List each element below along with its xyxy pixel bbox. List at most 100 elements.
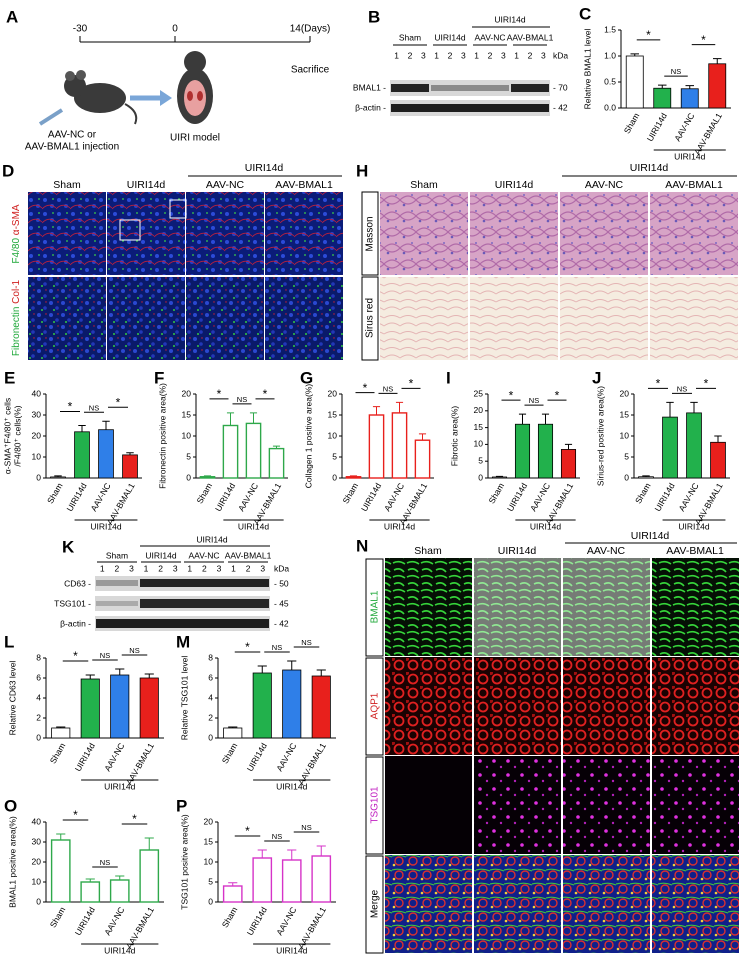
panel-letter: F [154,368,164,387]
column-label: AAV-BMAL1 [666,545,724,557]
significance-label: * [555,388,560,402]
x-tick-label: UIRI14d [652,481,676,513]
significance-label: * [116,395,121,409]
injection-label: AAV-NC or [48,130,97,141]
bar [491,476,508,479]
panel-letter: L [4,632,14,651]
y-tick-label: 5 [478,455,483,465]
micrograph [186,192,264,275]
x-tick-label: Sham [45,481,65,505]
band-size: - 50 [274,578,289,588]
column-label: UIRI14d [495,179,534,191]
lane-number: 2 [158,563,163,573]
blot-band [140,579,269,587]
super-group: UIRI14d [631,530,670,542]
path [38,108,64,126]
error-bar [714,435,722,443]
mouse-icon [38,70,138,126]
lane-number: 3 [173,563,178,573]
error-bar [144,673,154,678]
bar [98,429,114,479]
y-tick-label: 20 [182,388,192,398]
bar [345,476,362,479]
error-bar [203,475,212,477]
super-group: UIRI14d [494,14,525,24]
bar [282,669,302,739]
y-tick-label: 10 [32,451,42,461]
significance-label: * [245,824,250,838]
x-tick-label: UIRI14d [645,111,669,143]
error-bar [564,443,573,450]
group-label: UIRI14d [678,521,709,531]
lane-number: 2 [115,563,120,573]
bar [268,447,285,479]
row-label: F4/80 α-SMA [11,204,22,263]
ellipse [187,91,193,101]
y-axis-label: Relative CD63 level [7,661,17,736]
significance-label: NS [89,403,99,412]
column-label: UIRI14d [498,545,537,557]
error-bar [712,58,722,64]
significance-label: * [263,387,268,401]
band-label: CD63 - [64,578,91,588]
micrograph [385,558,472,656]
error-bar [349,475,358,477]
y-tick-label: 0 [478,472,483,482]
y-tick-label: 0 [36,472,41,482]
x-tick-label: AAV-NC [274,905,298,937]
y-tick-label: 0 [36,896,41,906]
bar [686,412,702,479]
significance-label: NS [272,832,282,841]
group-label: UIRI14d [674,151,705,161]
significance-label: NS [301,638,311,647]
timeline-label: 0 [172,24,178,35]
micrograph [186,277,264,360]
error-bar [228,882,238,886]
x-tick-label: Sham [48,905,68,929]
y-tick-label: 6 [36,672,41,682]
y-tick-label: 40 [32,816,42,826]
x-tick-label: Sham [48,741,68,765]
micrograph [28,192,106,275]
row-label-box [365,756,384,855]
blot-band [511,84,549,92]
lane-number: 1 [514,50,519,60]
micrograph [563,558,650,656]
group-label: UIRI14d [104,781,135,791]
panel-letter: O [4,796,17,815]
lane-number: 3 [129,563,134,573]
y-tick-label: 0 [208,896,213,906]
group-label: UIRI14d [384,521,415,531]
significance-label: * [363,381,368,395]
x-tick-label: Sham [194,481,214,505]
super-group: UIRI14d [196,534,227,544]
micrograph [560,192,648,275]
row-label: Masson [365,216,376,251]
significance-label: * [73,649,78,663]
significance-label: NS [301,823,311,832]
y-tick-label: 1.0 [604,50,616,60]
y-tick-label: 5 [208,876,213,886]
lane-number: 3 [461,50,466,60]
micrograph [474,558,561,656]
band-size: - 70 [553,82,568,92]
bar [391,412,408,479]
micrograph [474,657,561,755]
column-label: Sham [414,545,442,557]
y-axis-label: Fibrotic area(%) [449,406,459,467]
y-axis-label: Collagen 1 positive area(%) [303,384,313,489]
micrograph [560,277,648,360]
x-tick-label: AAV-NC [236,481,260,513]
panel-letter: N [356,536,368,555]
row-label: Merge [370,889,381,918]
timeline-label: -30 [73,24,88,35]
panel-letter: H [356,161,368,180]
error-bar [316,669,326,676]
micrograph [652,756,739,854]
bar [311,855,332,903]
y-tick-label: 0 [624,472,629,482]
y-tick-label: 0 [36,732,41,742]
group-label: UIRI14d [238,521,269,531]
significance-label: NS [671,67,681,76]
